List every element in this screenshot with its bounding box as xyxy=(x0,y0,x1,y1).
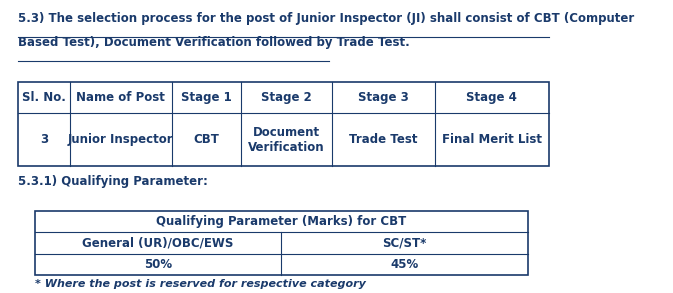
Text: Document
Verification: Document Verification xyxy=(248,126,325,154)
Text: Qualifying Parameter (Marks) for CBT: Qualifying Parameter (Marks) for CBT xyxy=(156,215,406,228)
Bar xyxy=(35,211,528,275)
Text: 50%: 50% xyxy=(144,258,172,271)
Text: 3: 3 xyxy=(40,133,48,146)
Text: 5.3.1) Qualifying Parameter:: 5.3.1) Qualifying Parameter: xyxy=(18,175,208,188)
Text: Name of Post: Name of Post xyxy=(77,91,166,104)
Text: 5.3) The selection process for the post of Junior Inspector (JI) shall consist o: 5.3) The selection process for the post … xyxy=(18,11,635,25)
Text: Stage 2: Stage 2 xyxy=(261,91,312,104)
Text: Based Test), Document Verification followed by Trade Test.: Based Test), Document Verification follo… xyxy=(18,36,410,49)
Text: Stage 4: Stage 4 xyxy=(466,91,518,104)
Text: Junior Inspector: Junior Inspector xyxy=(68,133,174,146)
Text: Final Merit List: Final Merit List xyxy=(442,133,542,146)
Text: General (UR)/OBC/EWS: General (UR)/OBC/EWS xyxy=(83,236,234,249)
Text: Stage 1: Stage 1 xyxy=(181,91,232,104)
Text: Stage 3: Stage 3 xyxy=(358,91,409,104)
Text: SC/ST*: SC/ST* xyxy=(382,236,427,249)
Text: Trade Test: Trade Test xyxy=(349,133,418,146)
Text: CBT: CBT xyxy=(194,133,219,146)
Text: 45%: 45% xyxy=(390,258,419,271)
Text: * Where the post is reserved for respective category: * Where the post is reserved for respect… xyxy=(35,279,366,289)
Bar xyxy=(18,82,549,166)
Text: Sl. No.: Sl. No. xyxy=(22,91,66,104)
